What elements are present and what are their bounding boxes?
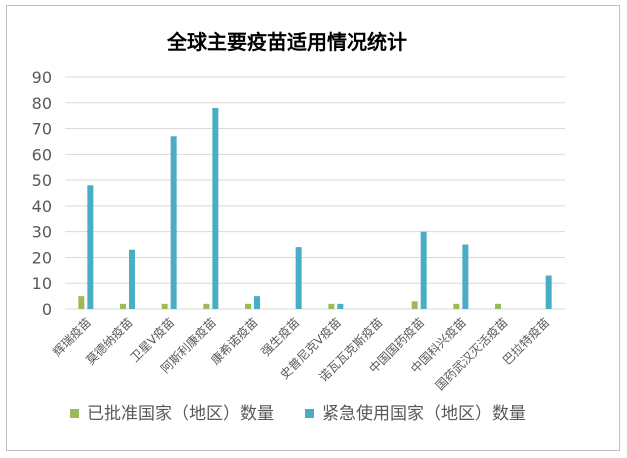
bar-approved xyxy=(411,301,418,309)
bar-approved xyxy=(203,303,210,309)
bar-approved xyxy=(495,303,501,309)
bar-approved xyxy=(78,296,85,309)
legend-swatch xyxy=(305,409,314,418)
bars xyxy=(78,107,552,309)
y-axis-ticks: 0 10 20 30 40 50 60 70 80 90 xyxy=(32,68,52,319)
y-tick-label: 20 xyxy=(32,248,52,267)
bar-emergency xyxy=(87,185,94,309)
chart-title: 全球主要疫苗适用情况统计 xyxy=(166,30,407,54)
bar-approved xyxy=(245,303,251,309)
bar-emergency xyxy=(295,247,302,309)
bar-approved xyxy=(120,303,126,309)
y-tick-label: 30 xyxy=(32,223,52,242)
bar-approved xyxy=(161,303,168,309)
bar-emergency xyxy=(420,231,427,309)
chart-frame xyxy=(6,5,620,451)
bar-emergency xyxy=(337,303,344,309)
bar-emergency xyxy=(170,136,177,309)
bar-approved xyxy=(453,303,460,309)
legend: 已批准国家（地区）数量 紧急使用国家（地区）数量 xyxy=(70,403,526,424)
bar-emergency xyxy=(254,296,260,309)
y-tick-label: 0 xyxy=(42,300,52,319)
y-tick-label: 90 xyxy=(32,68,52,87)
category-labels: 辉瑞疫苗莫德纳疫苗卫星V疫苗阿斯利康疫苗康希诺疫苗强生疫苗史普尼克V疫苗诺瓦瓦克… xyxy=(49,315,552,393)
legend-label: 已批准国家（地区）数量 xyxy=(87,404,274,424)
y-tick-label: 10 xyxy=(32,274,52,293)
y-tick-label: 80 xyxy=(32,94,52,113)
bar-emergency xyxy=(212,107,219,309)
bar-emergency xyxy=(545,275,552,309)
y-tick-label: 60 xyxy=(32,145,52,164)
legend-label: 紧急使用国家（地区）数量 xyxy=(322,403,526,424)
bar-emergency xyxy=(462,244,469,309)
category-label: 国药武汉灭活疫苗 xyxy=(432,315,510,393)
y-tick-label: 50 xyxy=(32,171,52,190)
legend-swatch xyxy=(70,409,79,418)
y-tick-label: 40 xyxy=(32,197,52,216)
y-tick-label: 70 xyxy=(32,120,52,139)
bar-approved xyxy=(328,303,335,309)
bar-emergency xyxy=(129,249,135,309)
gridlines xyxy=(65,76,565,310)
